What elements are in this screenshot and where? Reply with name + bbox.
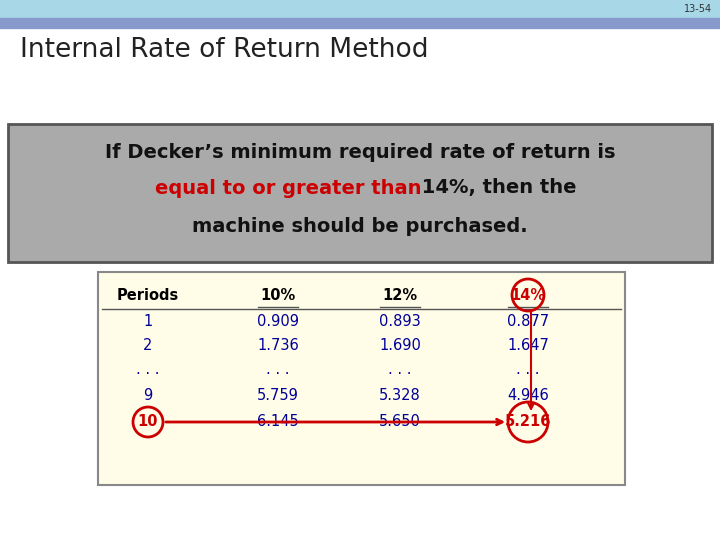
Text: 5.216: 5.216	[505, 415, 552, 429]
FancyBboxPatch shape	[98, 272, 625, 485]
Text: 5.650: 5.650	[379, 415, 421, 429]
Text: . . .: . . .	[136, 362, 160, 377]
Text: 10: 10	[138, 415, 158, 429]
Text: 12%: 12%	[382, 287, 418, 302]
Bar	[0, 18, 720, 28]
Text: 14%: 14%	[510, 287, 546, 302]
Text: 1.690: 1.690	[379, 339, 421, 354]
Text: 6.145: 6.145	[257, 415, 299, 429]
Text: 1.647: 1.647	[507, 339, 549, 354]
Text: . . .: . . .	[516, 362, 540, 377]
Text: . . .: . . .	[388, 362, 412, 377]
Bar	[0, 0, 720, 18]
Text: Internal Rate of Return Method: Internal Rate of Return Method	[20, 37, 428, 63]
Text: 0.909: 0.909	[257, 314, 299, 329]
Text: Periods: Periods	[117, 287, 179, 302]
Text: 0.893: 0.893	[379, 314, 421, 329]
Text: equal to or greater than: equal to or greater than	[155, 179, 421, 198]
Text: 0.877: 0.877	[507, 314, 549, 329]
Text: 13-54: 13-54	[684, 4, 712, 14]
Text: 14%, then the: 14%, then the	[415, 179, 577, 198]
Text: 10%: 10%	[261, 287, 296, 302]
Text: 1: 1	[143, 314, 153, 329]
Text: If Decker’s minimum required rate of return is: If Decker’s minimum required rate of ret…	[104, 143, 616, 161]
Text: machine should be purchased.: machine should be purchased.	[192, 217, 528, 235]
Text: . . .: . . .	[266, 362, 289, 377]
Text: 9: 9	[143, 388, 153, 403]
Text: 5.328: 5.328	[379, 388, 421, 403]
Text: 5.759: 5.759	[257, 388, 299, 403]
Text: 4.946: 4.946	[507, 388, 549, 403]
Text: 2: 2	[143, 339, 153, 354]
Text: 1.736: 1.736	[257, 339, 299, 354]
FancyBboxPatch shape	[8, 124, 712, 262]
